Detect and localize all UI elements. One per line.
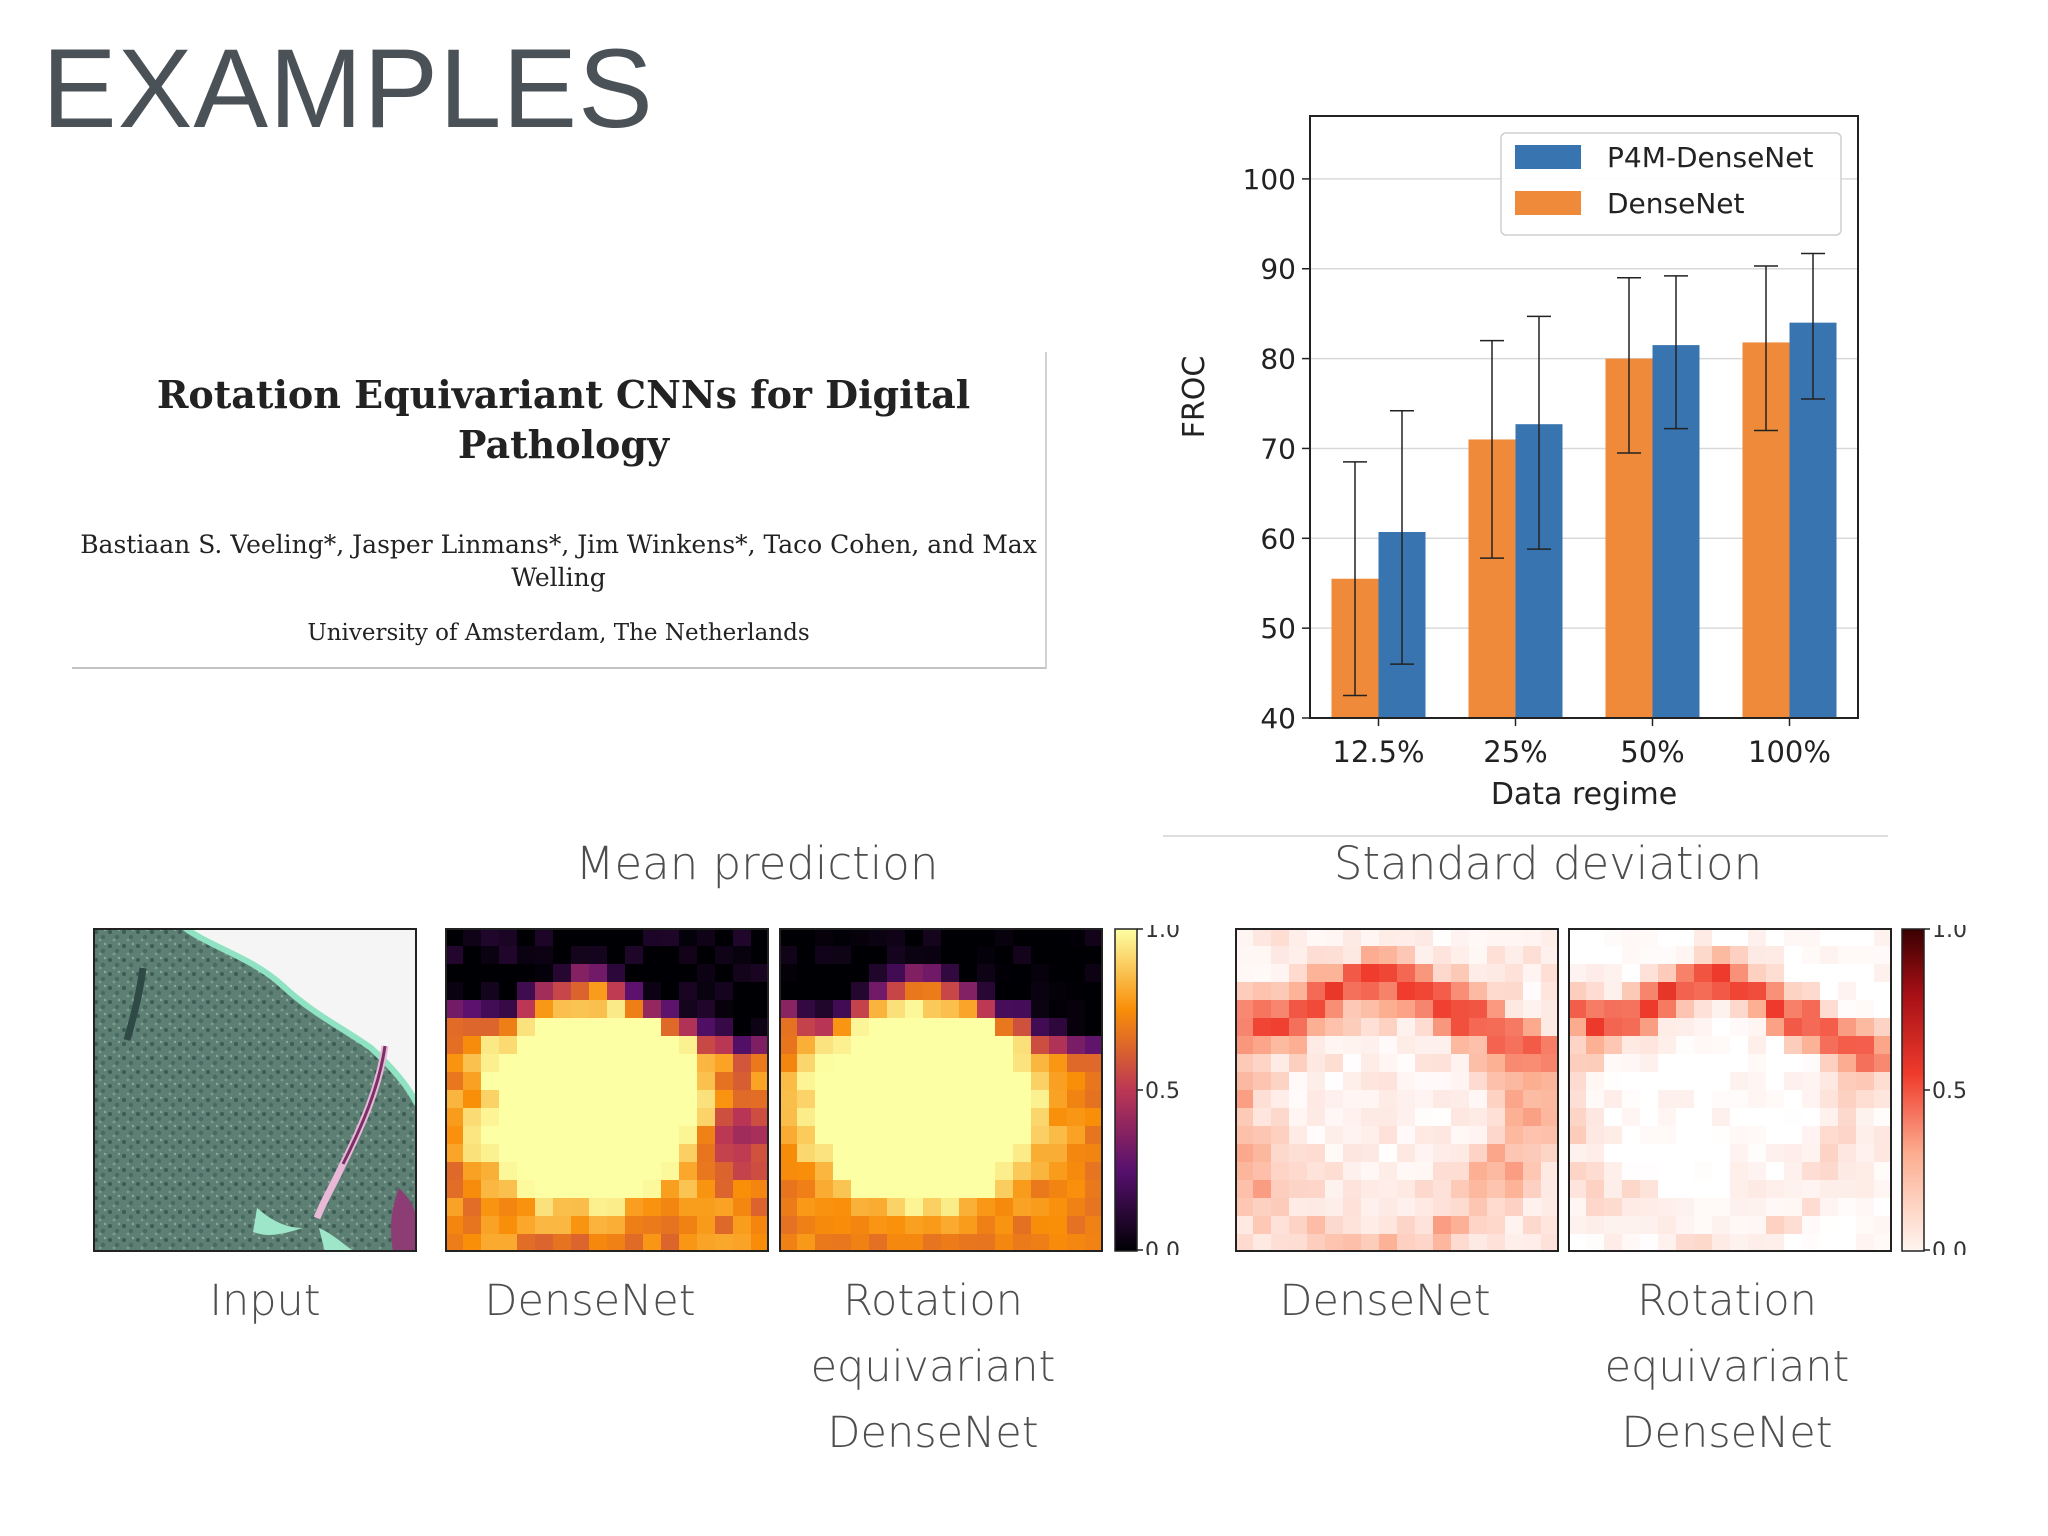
x-tick-label: 100%: [1748, 735, 1831, 769]
caption-std-densenet: DenseNet: [1279, 1276, 1491, 1326]
error-bar-p4m-densenet-1: [1527, 315, 1551, 550]
inferno-colorbar: 1.0 0.5 0.0: [1114, 925, 1180, 1255]
legend-label-densenet: DenseNet: [1607, 187, 1745, 220]
y-tick-label: 80: [1260, 343, 1296, 376]
colorbar-tick-max: 1.0: [1145, 925, 1180, 943]
mean-rotation-equivariant-heatmap: [779, 928, 1103, 1252]
paper-authors: Bastiaan S. Veeling*, Jasper Linmans*, J…: [80, 530, 1037, 592]
error-bar-p4m-densenet-2: [1664, 275, 1688, 430]
paper-affiliation: University of Amsterdam, The Netherlands: [307, 620, 810, 646]
std-densenet-heatmap: [1235, 928, 1559, 1252]
froc-bar-chart: 40 50 60 70 80 90 100 12.5% 25% 50% 100% Data regim…: [1177, 115, 1859, 812]
y-tick-label: 90: [1260, 253, 1296, 286]
paper-title: Rotation Equivariant CNNs for Digital Pa…: [156, 372, 971, 467]
x-axis-label: Data regime: [1491, 777, 1677, 812]
mean-densenet-heatmap: [445, 928, 769, 1252]
std-rotation-equivariant-heatmap: [1568, 928, 1892, 1252]
legend-swatch-densenet: [1515, 191, 1581, 215]
caption-std-rotation-equivariant: Rotation equivariant DenseNet: [1604, 1276, 1850, 1458]
legend-label-p4m-densenet: P4M-DenseNet: [1607, 141, 1813, 174]
y-tick-label: 40: [1260, 702, 1296, 735]
x-tick-label: 25%: [1483, 735, 1547, 769]
input-tissue-image: [93, 928, 417, 1252]
section-divider: [1163, 835, 1888, 837]
error-bar-densenet-3: [1754, 265, 1778, 432]
y-axis-label: FROC: [1177, 356, 1212, 439]
y-tick-label: 50: [1260, 612, 1296, 645]
x-tick-label: 12.5%: [1332, 735, 1424, 769]
chart-legend: P4M-DenseNet DenseNet: [1500, 132, 1842, 236]
colorbar-tick-mid: 0.5: [1145, 1079, 1180, 1104]
error-bar-p4m-densenet-3: [1801, 252, 1825, 400]
slide-title: EXAMPLES: [42, 26, 654, 151]
error-bar-densenet-0: [1343, 461, 1367, 697]
colorbar-tick-max: 1.0: [1932, 925, 1967, 943]
error-bar-densenet-1: [1480, 339, 1504, 559]
y-tick-label: 100: [1243, 163, 1296, 196]
y-tick-label: 60: [1260, 522, 1296, 555]
error-bar-p4m-densenet-0: [1390, 409, 1414, 665]
error-bar-densenet-2: [1617, 276, 1641, 454]
y-tick-label: 70: [1260, 432, 1296, 465]
plot-frame: [1309, 115, 1859, 719]
colorbar-tick-mid: 0.5: [1932, 1079, 1967, 1104]
legend-swatch-p4m-densenet: [1515, 145, 1581, 169]
caption-mean-rotation-equivariant: Rotation equivariant DenseNet: [810, 1276, 1056, 1458]
colorbar-tick-min: 0.0: [1932, 1239, 1967, 1255]
standard-deviation-label: Standard deviation: [1333, 837, 1763, 890]
x-tick-label: 50%: [1620, 735, 1684, 769]
reds-colorbar: 1.0 0.5 0.0: [1901, 925, 1967, 1255]
caption-mean-densenet: DenseNet: [484, 1276, 696, 1326]
caption-input: Input: [209, 1276, 321, 1326]
paper-header-snippet: Rotation Equivariant CNNs for Digital Pa…: [72, 352, 1047, 669]
mean-prediction-label: Mean prediction: [575, 837, 939, 890]
colorbar-tick-min: 0.0: [1145, 1239, 1180, 1255]
